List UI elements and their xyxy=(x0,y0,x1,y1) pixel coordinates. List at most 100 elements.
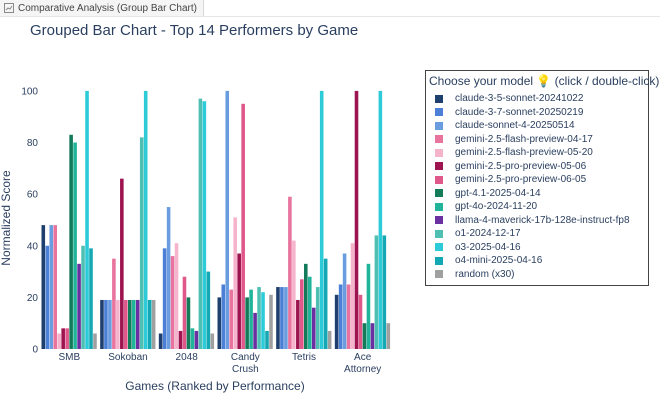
bar[interactable] xyxy=(292,240,296,349)
bar[interactable] xyxy=(120,178,124,349)
legend-item[interactable]: o1-2024-12-17 xyxy=(426,227,648,241)
bar[interactable] xyxy=(311,307,316,349)
legend-item[interactable]: llama-4-maverick-17b-128e-instruct-fp8 xyxy=(426,214,648,228)
bar[interactable] xyxy=(147,299,152,349)
bar[interactable] xyxy=(374,235,379,349)
bar[interactable] xyxy=(265,330,269,349)
bar[interactable] xyxy=(342,253,347,350)
bar[interactable] xyxy=(186,297,191,349)
legend-item[interactable]: claude-3-5-sonnet-20241022 xyxy=(426,92,648,106)
bar[interactable] xyxy=(338,284,343,349)
bar[interactable] xyxy=(124,299,128,349)
legend-item[interactable]: gemini-2.5-flash-preview-04-17 xyxy=(426,133,648,147)
bar[interactable] xyxy=(362,323,367,349)
bar[interactable] xyxy=(45,245,50,349)
legend-item[interactable]: o4-mini-2025-04-16 xyxy=(426,254,648,268)
bar[interactable] xyxy=(354,90,359,350)
bar[interactable] xyxy=(41,225,46,349)
bar[interactable] xyxy=(85,90,89,350)
bar[interactable] xyxy=(225,90,230,350)
bar[interactable] xyxy=(151,299,156,349)
bar[interactable] xyxy=(307,276,312,349)
bar[interactable] xyxy=(358,294,363,349)
bar[interactable] xyxy=(237,253,241,350)
bar[interactable] xyxy=(241,103,245,349)
legend-item[interactable]: gpt-4.1-2025-04-14 xyxy=(426,187,648,201)
bar[interactable] xyxy=(190,328,195,349)
bar[interactable] xyxy=(382,235,387,349)
legend-item[interactable]: random (x30) xyxy=(426,268,648,282)
bar[interactable] xyxy=(261,292,265,349)
bar[interactable] xyxy=(210,333,215,349)
legend-item[interactable]: gpt-4o-2024-11-20 xyxy=(426,200,648,214)
bar[interactable] xyxy=(249,289,253,349)
legend-item[interactable]: gemini-2.5-pro-preview-05-06 xyxy=(426,160,648,174)
bar[interactable] xyxy=(315,287,320,349)
bar[interactable] xyxy=(346,284,351,349)
bar[interactable] xyxy=(128,299,132,349)
bar[interactable] xyxy=(378,90,383,350)
bar[interactable] xyxy=(334,294,339,349)
bar[interactable] xyxy=(49,225,54,349)
bar[interactable] xyxy=(327,330,332,349)
bar[interactable] xyxy=(65,328,69,349)
legend-item[interactable]: claude-sonnet-4-20250514 xyxy=(426,119,648,133)
bar[interactable] xyxy=(116,299,120,349)
bar[interactable] xyxy=(108,299,112,349)
bar[interactable] xyxy=(81,245,85,349)
bar[interactable] xyxy=(245,297,249,349)
bar[interactable] xyxy=(194,330,199,349)
bar[interactable] xyxy=(323,258,328,349)
bar[interactable] xyxy=(202,101,207,349)
bar[interactable] xyxy=(139,137,144,349)
bar[interactable] xyxy=(69,134,73,349)
bar[interactable] xyxy=(73,142,77,349)
bar[interactable] xyxy=(217,297,222,349)
bar[interactable] xyxy=(174,243,179,349)
bar[interactable] xyxy=(53,225,58,349)
bar[interactable] xyxy=(229,289,234,349)
bar[interactable] xyxy=(135,299,140,349)
bar[interactable] xyxy=(296,299,300,349)
bar[interactable] xyxy=(100,299,104,349)
bar[interactable] xyxy=(77,263,81,349)
tab-comparative-analysis[interactable]: Comparative Analysis (Group Bar Chart) xyxy=(0,0,204,16)
bar[interactable] xyxy=(61,328,65,349)
bar[interactable] xyxy=(319,90,324,350)
bar[interactable] xyxy=(221,284,226,349)
bar[interactable] xyxy=(166,207,171,349)
bar[interactable] xyxy=(253,312,257,349)
bar[interactable] xyxy=(304,263,308,349)
bar[interactable] xyxy=(57,333,61,349)
bar[interactable] xyxy=(178,330,183,349)
bar[interactable] xyxy=(269,294,273,349)
legend-item[interactable]: gemini-2.5-pro-preview-06-05 xyxy=(426,173,648,187)
bar[interactable] xyxy=(370,323,375,349)
bar[interactable] xyxy=(198,98,203,350)
legend-item[interactable]: claude-3-7-sonnet-20250219 xyxy=(426,106,648,120)
legend-label: claude-3-5-sonnet-20241022 xyxy=(455,93,584,105)
bar[interactable] xyxy=(284,287,288,349)
bar[interactable] xyxy=(93,333,97,349)
bar[interactable] xyxy=(162,248,167,349)
bar[interactable] xyxy=(182,276,187,349)
legend-item[interactable]: gemini-2.5-flash-preview-05-20 xyxy=(426,146,648,160)
bar[interactable] xyxy=(131,299,136,349)
bar[interactable] xyxy=(386,323,391,349)
bar[interactable] xyxy=(89,248,93,349)
bar[interactable] xyxy=(300,279,304,349)
bar[interactable] xyxy=(158,333,163,349)
bar[interactable] xyxy=(288,196,292,349)
bar[interactable] xyxy=(276,287,280,349)
bar[interactable] xyxy=(366,263,371,349)
bar[interactable] xyxy=(280,287,284,349)
bar[interactable] xyxy=(233,217,237,349)
bar[interactable] xyxy=(350,243,355,349)
bar[interactable] xyxy=(143,90,148,350)
bar[interactable] xyxy=(257,287,261,349)
legend-item[interactable]: o3-2025-04-16 xyxy=(426,241,648,255)
bar[interactable] xyxy=(206,271,211,349)
bar[interactable] xyxy=(170,256,175,349)
bar[interactable] xyxy=(104,299,108,349)
bar[interactable] xyxy=(112,258,116,349)
